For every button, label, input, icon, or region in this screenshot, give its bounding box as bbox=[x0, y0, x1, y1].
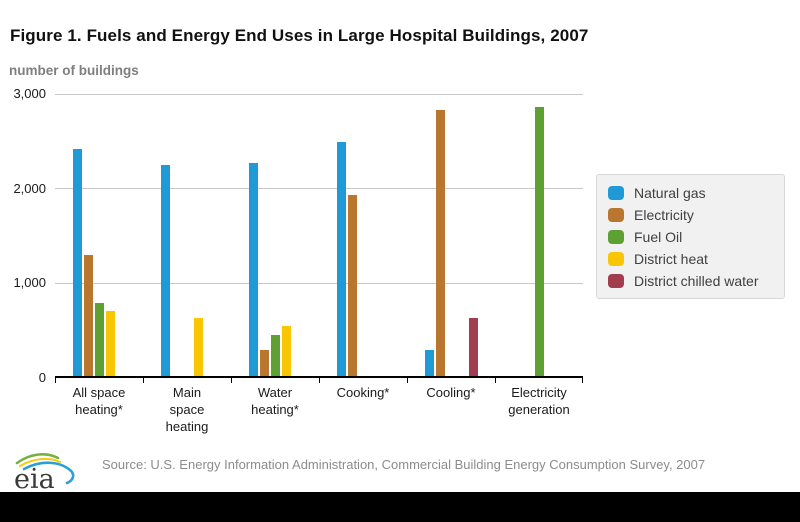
eia-logo-blue-swoosh bbox=[22, 461, 75, 485]
x-axis-tick bbox=[582, 378, 583, 383]
legend-swatch-icon bbox=[608, 186, 624, 200]
eia-logo-yellow-swoosh bbox=[19, 457, 61, 467]
plot-area bbox=[55, 93, 583, 383]
bar-district-heat bbox=[281, 325, 291, 376]
bar-electricity bbox=[435, 110, 445, 376]
legend-swatch-icon bbox=[608, 230, 624, 244]
legend-label: Natural gas bbox=[634, 185, 706, 201]
bottom-black-bar bbox=[0, 492, 800, 522]
legend-item: Natural gas bbox=[597, 182, 784, 204]
x-axis-tick bbox=[495, 378, 496, 383]
gridline bbox=[55, 282, 583, 284]
bar-natural-gas bbox=[336, 142, 346, 376]
legend-label: District heat bbox=[634, 251, 708, 267]
bar-fuel-oil bbox=[270, 335, 280, 376]
eia-logo-green-swoosh bbox=[15, 453, 60, 465]
x-axis-label: Cooling* bbox=[426, 385, 476, 400]
bar-electricity bbox=[83, 254, 93, 376]
legend-label: District chilled water bbox=[634, 273, 759, 289]
bar-electricity bbox=[259, 349, 269, 376]
x-axis-tick bbox=[407, 378, 408, 383]
figure-title: Figure 1. Fuels and Energy End Uses in L… bbox=[10, 26, 589, 45]
x-axis-label: Electricity generation bbox=[508, 385, 570, 417]
bar-fuel-oil bbox=[534, 107, 544, 376]
eia-logo-text: eia bbox=[14, 464, 55, 492]
legend-label: Electricity bbox=[634, 207, 694, 223]
gridline bbox=[55, 93, 583, 95]
x-axis-tick bbox=[319, 378, 320, 383]
chart-legend: Natural gas Electricity Fuel Oil District h… bbox=[596, 174, 785, 299]
x-axis-tick bbox=[55, 378, 56, 383]
legend-swatch-icon bbox=[608, 274, 624, 288]
bar-natural-gas bbox=[248, 163, 258, 376]
bar-district-chilled-water bbox=[468, 318, 478, 376]
source-text: Source: U.S. Energy Information Administ… bbox=[102, 457, 706, 472]
legend-item: District heat bbox=[597, 248, 784, 270]
bar-district-heat bbox=[193, 318, 203, 376]
x-axis-label: Water heating* bbox=[251, 385, 299, 417]
y-axis-tick-label: 2,000 bbox=[13, 180, 46, 196]
x-axis-label: All space heating* bbox=[72, 385, 126, 417]
eia-logo: eia bbox=[14, 453, 75, 492]
y-axis-tick-label: 3,000 bbox=[13, 86, 46, 101]
bar-natural-gas bbox=[160, 164, 170, 376]
y-axis-tick-label: 0 bbox=[38, 370, 46, 385]
legend-swatch-icon bbox=[608, 208, 624, 222]
bar-natural-gas bbox=[72, 148, 82, 376]
x-axis-labels: All space heating* Main space heating Water he… bbox=[55, 384, 583, 435]
legend-swatch-icon bbox=[608, 252, 624, 266]
bar-fuel-oil bbox=[94, 303, 104, 376]
legend-item: District chilled water bbox=[597, 270, 784, 292]
x-axis-label: Cooking* bbox=[336, 385, 390, 400]
x-axis-tick bbox=[143, 378, 144, 383]
bar-electricity bbox=[347, 195, 357, 376]
legend-item: Electricity bbox=[597, 204, 784, 226]
y-axis-tick-label: 1,000 bbox=[13, 275, 46, 291]
legend-item: Fuel Oil bbox=[597, 226, 784, 248]
x-axis-label: Main space heating bbox=[165, 385, 209, 434]
gridline bbox=[55, 188, 583, 190]
bar-natural-gas bbox=[424, 350, 434, 376]
y-axis-unit-label: number of buildings bbox=[9, 63, 139, 78]
bar-district-heat bbox=[105, 310, 115, 376]
x-axis-tick bbox=[231, 378, 232, 383]
legend-label: Fuel Oil bbox=[634, 229, 683, 245]
